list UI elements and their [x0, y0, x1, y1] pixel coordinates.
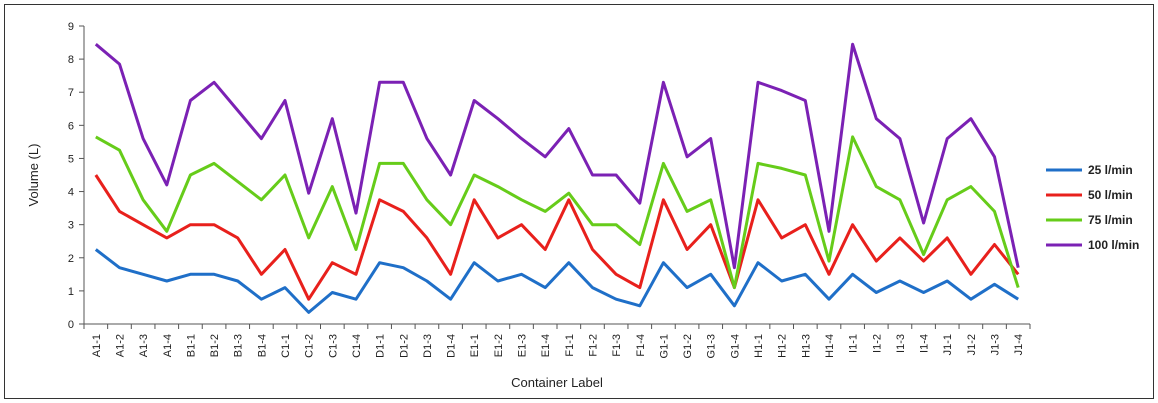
x-tick-label: A1-3: [138, 334, 150, 357]
legend-label: 75 l/min: [1088, 213, 1133, 227]
x-tick-label: I1-4: [919, 334, 931, 353]
x-tick-label: E1-3: [517, 334, 529, 357]
y-tick-label: 3: [68, 220, 74, 232]
x-tick-label: J1-1: [942, 334, 954, 355]
x-tick-label: F1-4: [635, 334, 647, 357]
x-tick-label: J1-2: [966, 334, 978, 355]
y-tick-label: 9: [68, 21, 74, 33]
x-tick-label: I1-1: [848, 334, 860, 353]
legend-label: 100 l/min: [1088, 238, 1139, 252]
x-tick-label: B1-1: [185, 334, 197, 357]
x-tick-label: D1-4: [446, 334, 458, 358]
x-tick-label: A1-1: [91, 334, 103, 357]
y-tick-label: 1: [68, 286, 74, 298]
y-tick-label: 5: [68, 153, 74, 165]
y-tick-label: 4: [68, 187, 74, 199]
x-tick-label: F1-3: [611, 334, 623, 357]
x-tick-label: D1-1: [375, 334, 387, 358]
legend-label: 25 l/min: [1088, 163, 1133, 177]
x-tick-label: I1-3: [895, 334, 907, 353]
x-tick-label: A1-4: [162, 334, 174, 357]
x-tick-label: E1-1: [469, 334, 481, 357]
x-tick-label: G1-1: [658, 334, 670, 358]
x-tick-label: C1-2: [304, 334, 316, 358]
x-axis-title: Container Label: [511, 375, 603, 390]
legend-label: 50 l/min: [1088, 188, 1133, 202]
x-tick-label: G1-2: [682, 334, 694, 358]
series-line: [94, 248, 1019, 314]
x-tick-label: B1-4: [256, 334, 268, 357]
x-tick-label: D1-2: [398, 334, 410, 358]
series-line: [94, 174, 1020, 301]
x-tick-label: A1-2: [114, 334, 126, 357]
y-axis-title: Volume (L): [26, 144, 41, 207]
x-tick-label: I1-2: [871, 334, 883, 353]
series-line: [94, 42, 1020, 270]
y-tick-label: 8: [68, 54, 74, 66]
y-tick-label: 2: [68, 253, 74, 265]
series-line: [95, 135, 1020, 290]
x-tick-label: F1-2: [587, 334, 599, 357]
x-tick-label: H1-1: [753, 334, 765, 358]
x-tick-label: E1-4: [540, 334, 552, 357]
x-tick-label: H1-2: [777, 334, 789, 358]
y-tick-label: 6: [68, 120, 74, 132]
x-tick-label: G1-4: [729, 334, 741, 358]
x-tick-label: H1-3: [800, 334, 812, 358]
x-tick-label: J1-3: [990, 334, 1002, 355]
y-tick-label: 7: [68, 87, 74, 99]
y-tick-label: 0: [68, 319, 74, 331]
x-tick-label: B1-3: [233, 334, 245, 357]
x-tick-label: H1-4: [824, 334, 836, 358]
x-tick-label: G1-3: [706, 334, 718, 358]
chart-frame: [4, 4, 1154, 399]
x-tick-label: C1-1: [280, 334, 292, 358]
x-tick-label: F1-1: [564, 334, 576, 357]
x-tick-label: B1-2: [209, 334, 221, 357]
x-tick-label: D1-3: [422, 334, 434, 358]
x-tick-label: E1-2: [493, 334, 505, 357]
x-tick-label: C1-3: [327, 334, 339, 358]
x-tick-label: J1-4: [1013, 334, 1025, 355]
x-tick-label: C1-4: [351, 334, 363, 358]
